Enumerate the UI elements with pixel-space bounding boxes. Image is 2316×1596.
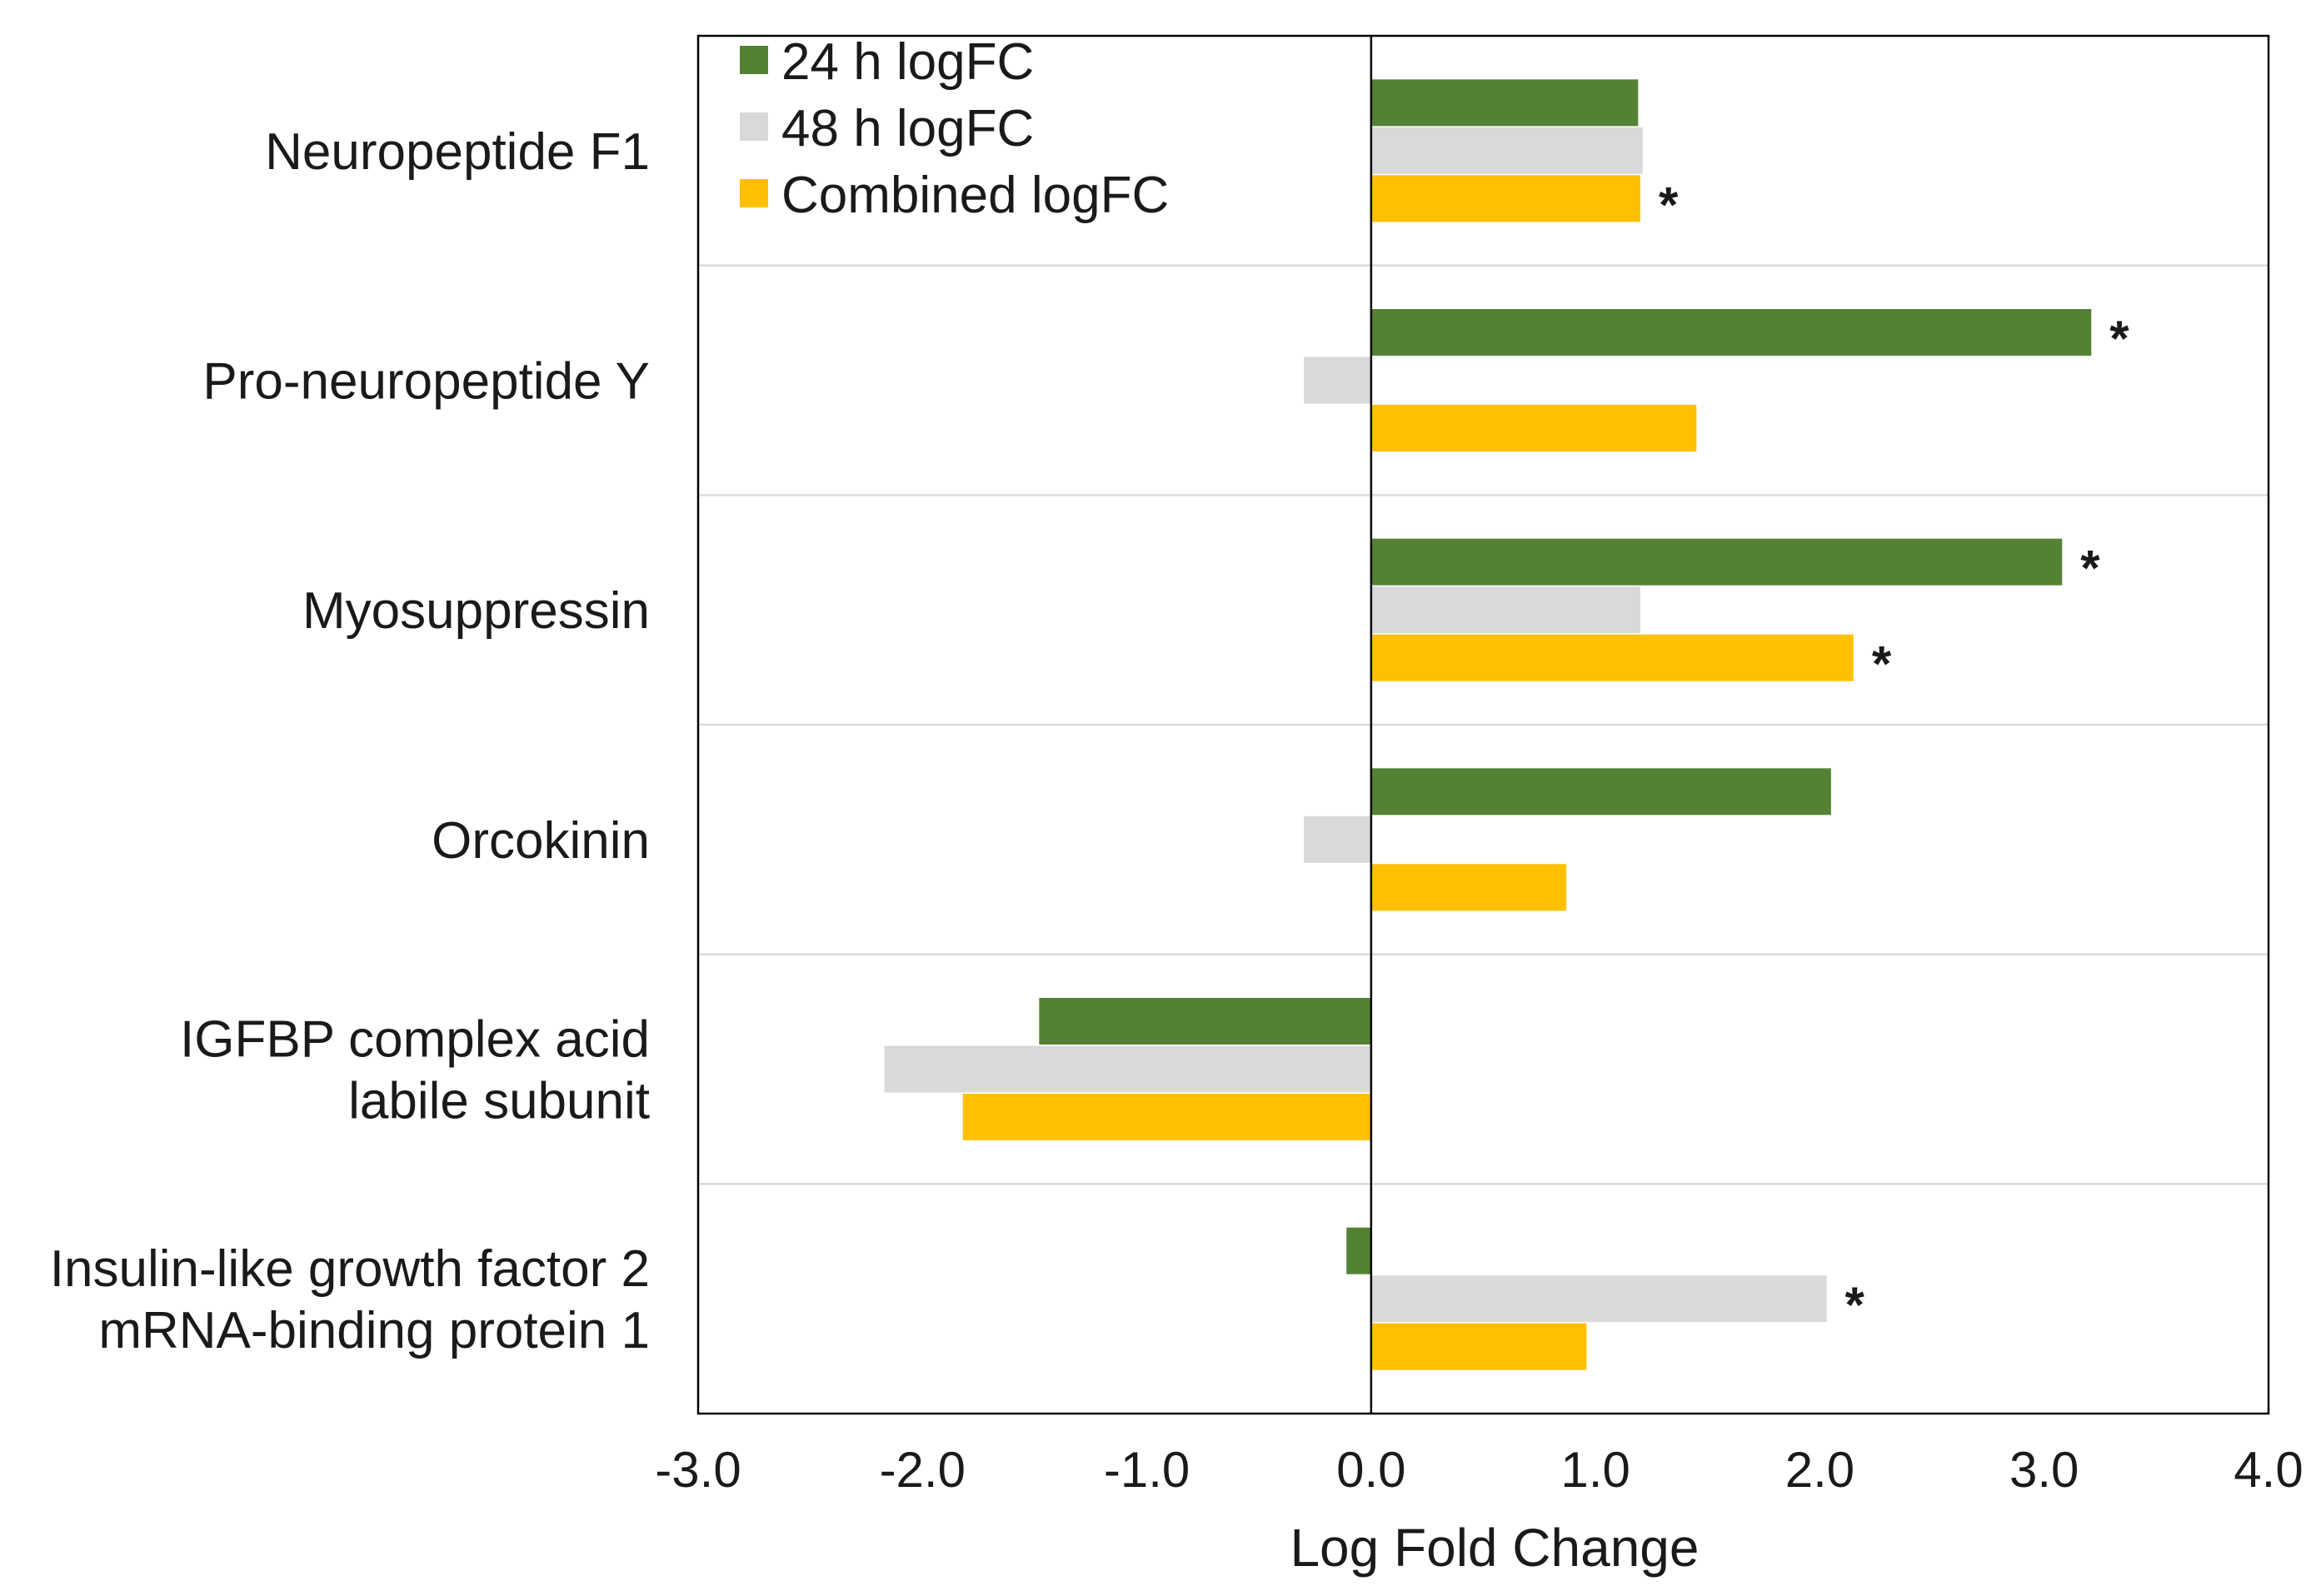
bar-24-h-logfc-5: [1039, 998, 1371, 1045]
bar-48-h-logfc-1: [1370, 127, 1643, 174]
bar-24-h-logfc-2: [1370, 309, 2092, 356]
legend-swatch: [740, 112, 768, 141]
bar-combined-logfc-3: [1370, 634, 1854, 681]
legend-swatch: [740, 179, 768, 207]
category-labels: Neuropeptide F1 Pro-neuropeptide Y Myosupp…: [50, 123, 650, 1359]
category-label: Myosuppressin: [302, 582, 650, 640]
x-tick-label: -1.0: [1104, 1442, 1190, 1498]
bar-combined-logfc-2: [1370, 405, 1697, 451]
bar-48-h-logfc-6: [1370, 1275, 1827, 1323]
legend-label: 48 h logFC: [781, 100, 1034, 157]
plot-area-frame: [696, 34, 2270, 1415]
x-axis-label: Log Fold Change: [1290, 1518, 1699, 1578]
category-label: labile subunit: [348, 1073, 650, 1130]
x-tick-label: 2.0: [1785, 1442, 1854, 1498]
category-label: Neuropeptide F1: [265, 123, 650, 181]
category-label: Orcokinin: [432, 812, 650, 870]
significance-star: *: [1659, 177, 1679, 232]
bar-combined-logfc-5: [962, 1094, 1371, 1140]
legend-label: Combined logFC: [781, 167, 1169, 224]
category-label: mRNA-binding protein 1: [98, 1302, 650, 1359]
bar-marks: [884, 79, 2092, 1370]
legend: 24 h logFC 48 h logFC Combined logFC: [740, 33, 1169, 224]
significance-star: *: [2109, 311, 2129, 367]
significance-star: *: [1872, 636, 1892, 692]
bar-48-h-logfc-4: [1304, 815, 1371, 863]
significance-star: *: [1845, 1277, 1865, 1333]
significance-markers: * * * * *: [1659, 177, 2129, 1333]
significance-star: *: [2080, 541, 2100, 596]
legend-swatch: [740, 46, 768, 74]
x-tick-label: -2.0: [880, 1442, 966, 1498]
bar-48-h-logfc-5: [884, 1045, 1371, 1093]
bar-combined-logfc-6: [1370, 1323, 1587, 1370]
category-label: IGFBP complex acid: [180, 1011, 650, 1069]
x-tick-label: -3.0: [655, 1442, 741, 1498]
bar-24-h-logfc-6: [1346, 1227, 1371, 1274]
bar-combined-logfc-1: [1370, 175, 1640, 222]
bar-24-h-logfc-1: [1370, 79, 1639, 127]
bar-48-h-logfc-3: [1370, 586, 1640, 634]
x-tick-label: 4.0: [2234, 1442, 2303, 1498]
x-tick-label: 0.0: [1336, 1442, 1405, 1498]
category-label: Pro-neuropeptide Y: [202, 353, 650, 411]
category-separators: [698, 264, 2269, 1185]
bar-combined-logfc-4: [1370, 864, 1567, 911]
x-tick-label: 1.0: [1560, 1442, 1630, 1498]
bar-24-h-logfc-4: [1370, 768, 1831, 815]
x-tick-label: 3.0: [2009, 1442, 2079, 1498]
bar-24-h-logfc-3: [1370, 538, 2063, 586]
legend-label: 24 h logFC: [781, 33, 1034, 91]
x-axis-ticks: -3.0 -2.0 -1.0 0.0 1.0 2.0 3.0 4.0: [655, 1442, 2303, 1498]
category-label: Insulin-like growth factor 2: [50, 1240, 650, 1298]
bar-48-h-logfc-2: [1304, 357, 1371, 404]
